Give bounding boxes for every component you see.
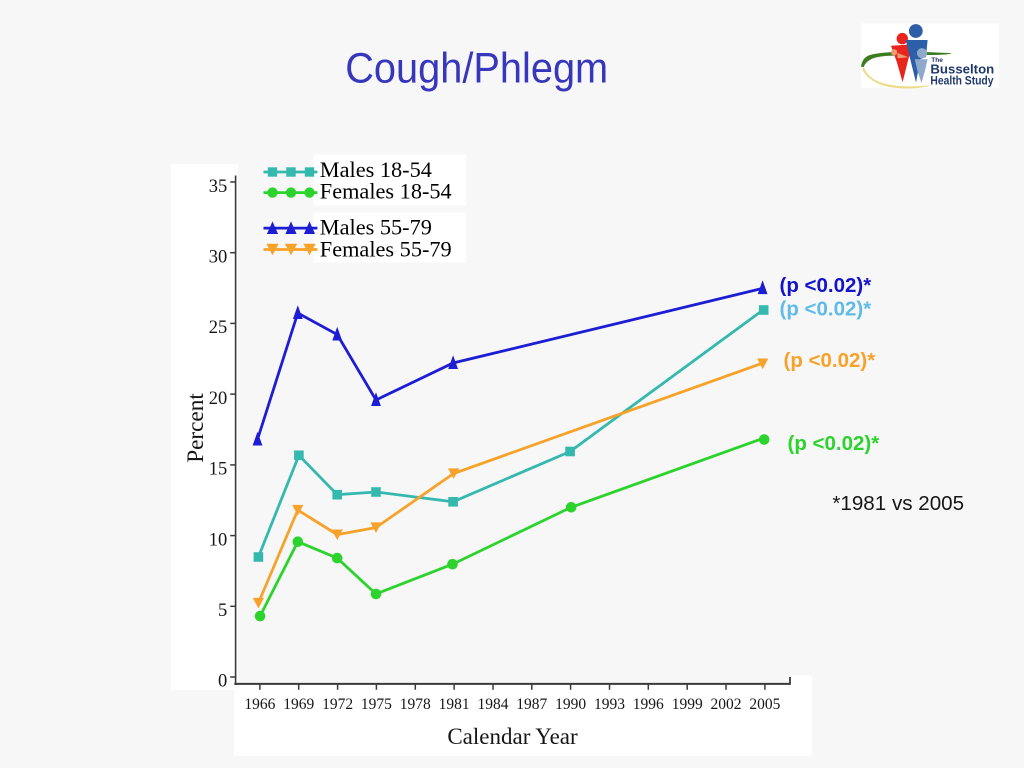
svg-text:5: 5 [218, 601, 227, 621]
svg-text:1999: 1999 [672, 696, 703, 713]
svg-text:(p <0.02)*: (p <0.02)* [784, 349, 876, 372]
svg-text:2005: 2005 [749, 696, 780, 713]
svg-text:1990: 1990 [555, 696, 586, 713]
svg-text:20: 20 [209, 389, 228, 409]
svg-text:1996: 1996 [633, 696, 664, 713]
svg-text:1984: 1984 [478, 696, 509, 713]
svg-text:Males 55-79: Males 55-79 [320, 215, 432, 240]
svg-text:35: 35 [209, 177, 228, 197]
svg-text:1966: 1966 [244, 696, 275, 713]
svg-text:1981: 1981 [439, 696, 470, 713]
svg-text:(p <0.02)*: (p <0.02)* [788, 432, 880, 455]
svg-text:25: 25 [209, 318, 228, 338]
svg-text:Males 18-54: Males 18-54 [320, 157, 432, 182]
svg-text:*1981 vs 2005: *1981 vs 2005 [832, 492, 964, 515]
svg-text:The: The [931, 57, 943, 64]
svg-text:30: 30 [209, 248, 228, 268]
svg-text:2002: 2002 [711, 696, 742, 713]
svg-text:(p <0.02)*: (p <0.02)* [780, 274, 872, 297]
svg-text:1969: 1969 [283, 696, 314, 713]
svg-text:15: 15 [209, 460, 228, 480]
svg-text:10: 10 [209, 530, 228, 550]
svg-text:Percent: Percent [183, 393, 209, 463]
svg-text:0: 0 [218, 672, 227, 692]
svg-text:Cough/Phlegm: Cough/Phlegm [345, 44, 608, 92]
svg-text:1975: 1975 [361, 696, 392, 713]
svg-text:Health Study: Health Study [930, 74, 993, 88]
svg-text:1993: 1993 [594, 696, 625, 713]
svg-text:1972: 1972 [322, 696, 353, 713]
svg-text:Females 18-54: Females 18-54 [320, 179, 452, 204]
svg-text:(p <0.02)*: (p <0.02)* [780, 298, 872, 321]
svg-text:Calendar Year: Calendar Year [447, 724, 578, 749]
svg-text:1987: 1987 [516, 696, 547, 713]
svg-text:1978: 1978 [400, 696, 431, 713]
svg-text:Females 55-79: Females 55-79 [320, 236, 452, 261]
svg-text:Busselton: Busselton [930, 62, 994, 77]
